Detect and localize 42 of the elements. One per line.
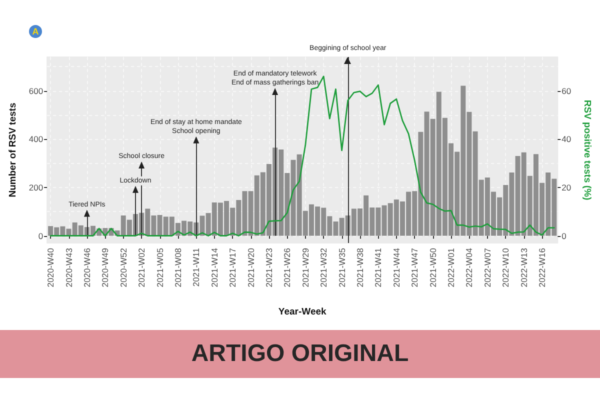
x-tick-label: 2020-W43 bbox=[64, 248, 74, 288]
y2-tick-label: 0 bbox=[562, 230, 567, 241]
x-tick-label: 2021-W20 bbox=[246, 248, 256, 288]
x-tick-label: 2021-W41 bbox=[373, 248, 384, 288]
x-tick-label: 2021-W14 bbox=[209, 248, 220, 288]
y2-tick-label: 60 bbox=[562, 86, 572, 96]
y2-tick-label: 20 bbox=[562, 182, 572, 192]
x-tick-label: 2021-W11 bbox=[191, 248, 202, 287]
x-tick-label: 2021-W38 bbox=[355, 248, 366, 288]
x-tick-label: 2022-W10 bbox=[500, 248, 511, 288]
x-tick-label: 2021-W26 bbox=[282, 248, 292, 288]
x-tick-label: 2021-W05 bbox=[154, 248, 165, 288]
x-tick-label: 2022-W01 bbox=[446, 248, 456, 288]
x-tick-label: 2020-W52 bbox=[118, 248, 128, 288]
x-axis-title: Year-Week bbox=[278, 306, 328, 318]
x-tick-label: 2020-W49 bbox=[100, 248, 110, 288]
x-tick-label: 2022-W04 bbox=[464, 248, 474, 288]
x-tick-label: 2020-W46 bbox=[82, 248, 92, 288]
x-tick-label: 2021-W17 bbox=[228, 248, 238, 288]
y-tick-label: 400 bbox=[28, 134, 44, 144]
y2-axis-title: RSV positive tests (%) bbox=[582, 100, 592, 200]
x-tick-label: 2021-W44 bbox=[391, 248, 402, 288]
banner: ARTIGO ORIGINAL bbox=[0, 330, 600, 378]
y-tick-label: 600 bbox=[28, 86, 44, 96]
x-tick-label: 2022-W07 bbox=[482, 248, 492, 288]
x-tick-label: 2021-W35 bbox=[336, 248, 347, 288]
y-tick-label: 0 bbox=[38, 230, 44, 241]
y2-tick-label: 40 bbox=[562, 134, 572, 144]
x-tick-label: 2021-W23 bbox=[264, 248, 274, 288]
y-axis-title: Number of RSV tests bbox=[8, 102, 18, 198]
x-tick-label: 2021-W50 bbox=[428, 248, 438, 288]
x-tick-label: 2021-W47 bbox=[410, 248, 420, 288]
x-tick-label: 2021-W29 bbox=[300, 248, 310, 288]
line-series bbox=[50, 76, 555, 236]
chart-title: A bbox=[32, 26, 40, 36]
x-tick-label: 2021-W08 bbox=[172, 248, 183, 288]
x-tick-label: 2021-W02 bbox=[136, 248, 147, 288]
y-tick-label: 200 bbox=[28, 182, 44, 192]
x-tick-label: 2022-W16 bbox=[537, 248, 548, 288]
x-tick-label: 2020-W40 bbox=[46, 248, 56, 288]
x-tick-label: 2021-W32 bbox=[318, 248, 329, 288]
x-tick-label: 2022-W13 bbox=[518, 248, 529, 288]
